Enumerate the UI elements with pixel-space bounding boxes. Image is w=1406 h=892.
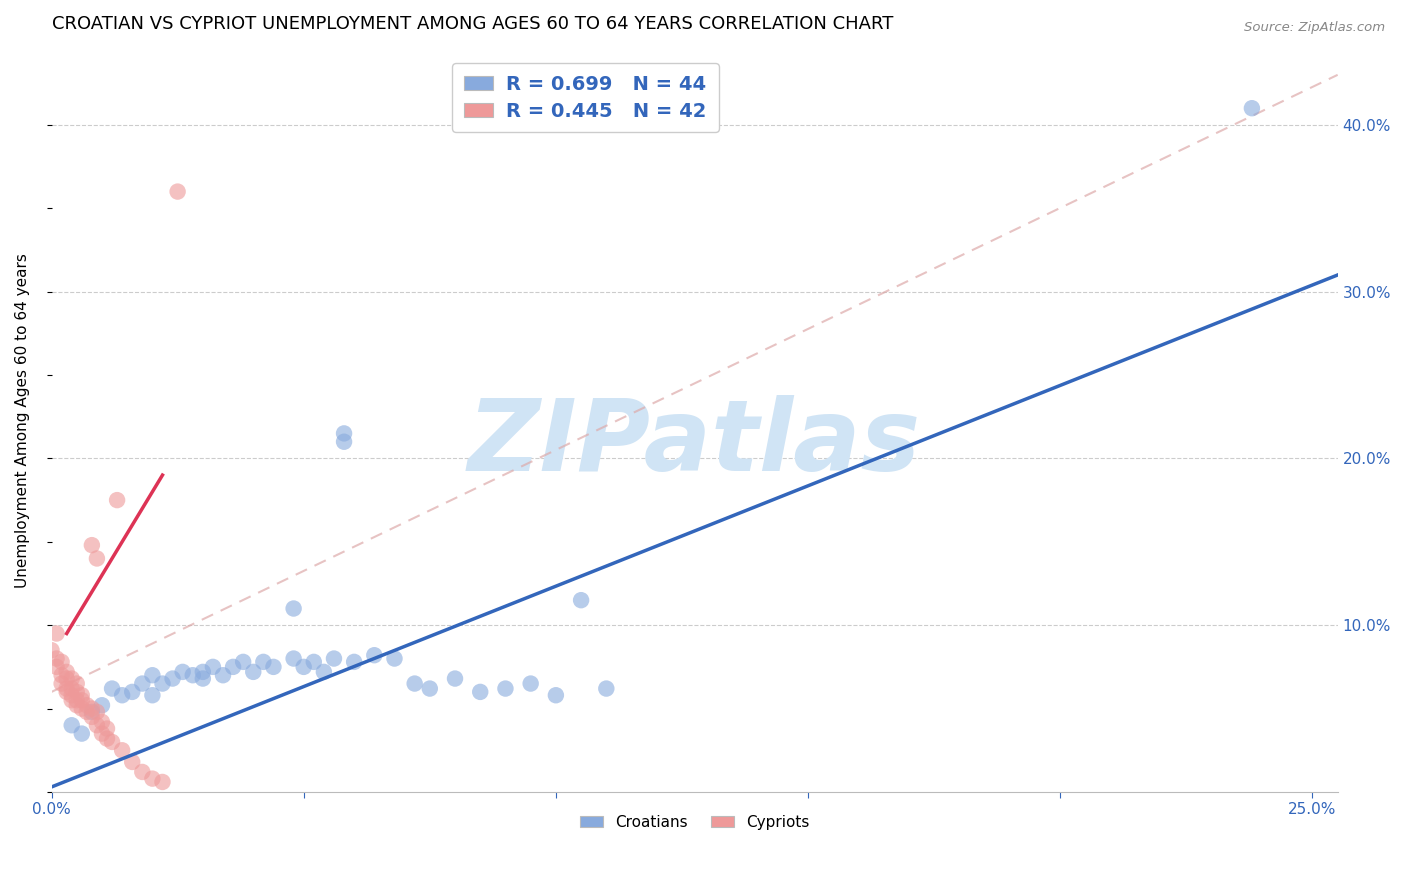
Point [60,718,83,732]
Point [66,698,89,713]
Point [444,672,467,686]
Point [96,722,118,736]
Point [494,681,516,696]
Point [101,735,124,749]
Point [86,718,108,732]
Point [302,655,325,669]
Point [141,688,163,702]
Point [141,772,163,786]
Point [80,705,103,719]
Point [45,626,67,640]
Point [96,731,118,746]
Point [323,651,346,665]
Point [51,668,73,682]
Point [283,601,305,615]
Point [283,651,305,665]
Point [111,743,134,757]
Point [60,693,83,707]
Point [419,681,441,696]
Point [66,685,89,699]
Point [131,764,153,779]
Point [181,668,204,682]
Point [55,665,77,679]
Point [404,676,426,690]
Point [76,698,98,713]
Point [80,538,103,552]
Point [86,551,108,566]
Point [312,665,335,679]
Point [333,434,356,449]
Point [141,668,163,682]
Point [101,681,124,696]
Point [162,672,184,686]
Y-axis label: Unemployment Among Ages 60 to 64 years: Unemployment Among Ages 60 to 64 years [15,253,30,589]
Point [519,676,541,690]
Point [384,651,406,665]
Point [70,701,93,715]
Point [86,705,108,719]
Point [41,643,63,657]
Point [51,676,73,690]
Text: ZIPatlas: ZIPatlas [468,394,921,491]
Point [70,693,93,707]
Point [70,726,93,740]
Point [66,676,89,690]
Text: Source: ZipAtlas.com: Source: ZipAtlas.com [1244,21,1385,34]
Point [121,755,143,769]
Point [91,714,114,729]
Point [201,660,224,674]
Point [121,685,143,699]
Point [232,655,254,669]
Legend: Croatians, Cypriots: Croatians, Cypriots [574,809,815,837]
Point [80,710,103,724]
Point [1240,101,1263,115]
Point [60,681,83,696]
Point [55,685,77,699]
Point [152,676,174,690]
Point [45,651,67,665]
Point [66,693,89,707]
Point [51,655,73,669]
Point [262,660,284,674]
Text: CROATIAN VS CYPRIOT UNEMPLOYMENT AMONG AGES 60 TO 64 YEARS CORRELATION CHART: CROATIAN VS CYPRIOT UNEMPLOYMENT AMONG A… [52,15,893,33]
Point [45,660,67,674]
Point [212,668,235,682]
Point [105,493,128,508]
Point [60,672,83,686]
Point [252,655,274,669]
Point [76,705,98,719]
Point [343,655,366,669]
Point [222,660,245,674]
Point [191,672,214,686]
Point [152,775,174,789]
Point [91,698,114,713]
Point [55,681,77,696]
Point [70,688,93,702]
Point [60,688,83,702]
Point [111,688,134,702]
Point [131,676,153,690]
Point [569,593,592,607]
Point [470,685,492,699]
Point [91,726,114,740]
Point [166,185,188,199]
Point [191,665,214,679]
Point [172,665,194,679]
Point [333,426,356,441]
Point [363,648,385,663]
Point [55,672,77,686]
Point [80,701,103,715]
Point [292,660,315,674]
Point [544,688,567,702]
Point [242,665,264,679]
Point [595,681,617,696]
